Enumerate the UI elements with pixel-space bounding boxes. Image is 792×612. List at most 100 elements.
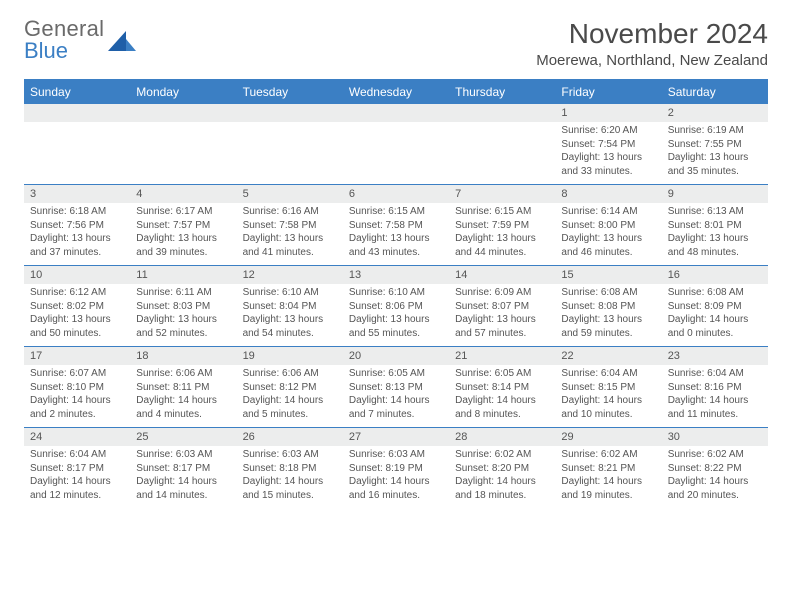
sunset-text: Sunset: 8:15 PM	[561, 381, 655, 395]
daylight-text: and 59 minutes.	[561, 327, 655, 341]
daylight-text: and 7 minutes.	[349, 408, 443, 422]
day-number	[237, 104, 343, 123]
daylight-text: and 20 minutes.	[668, 489, 762, 503]
daylight-text: and 14 minutes.	[136, 489, 230, 503]
daylight-text: and 8 minutes.	[455, 408, 549, 422]
sunrise-text: Sunrise: 6:06 AM	[243, 367, 337, 381]
sunrise-text: Sunrise: 6:07 AM	[30, 367, 124, 381]
sunrise-text: Sunrise: 6:17 AM	[136, 205, 230, 219]
sunset-text: Sunset: 8:08 PM	[561, 300, 655, 314]
day-cell: Sunrise: 6:03 AMSunset: 8:18 PMDaylight:…	[237, 446, 343, 508]
day-number-row: 12	[24, 104, 768, 123]
day-number: 16	[662, 266, 768, 285]
day-number: 15	[555, 266, 661, 285]
day-number: 8	[555, 185, 661, 204]
sunrise-text: Sunrise: 6:15 AM	[349, 205, 443, 219]
day-number: 20	[343, 347, 449, 366]
sunrise-text: Sunrise: 6:19 AM	[668, 124, 762, 138]
day-number: 5	[237, 185, 343, 204]
sunset-text: Sunset: 7:55 PM	[668, 138, 762, 152]
daylight-text: Daylight: 14 hours	[243, 394, 337, 408]
daylight-text: Daylight: 13 hours	[243, 313, 337, 327]
daylight-text: Daylight: 13 hours	[668, 151, 762, 165]
day-cell: Sunrise: 6:07 AMSunset: 8:10 PMDaylight:…	[24, 365, 130, 428]
day-cell: Sunrise: 6:05 AMSunset: 8:13 PMDaylight:…	[343, 365, 449, 428]
sunset-text: Sunset: 8:12 PM	[243, 381, 337, 395]
sunset-text: Sunset: 8:21 PM	[561, 462, 655, 476]
day-cell: Sunrise: 6:14 AMSunset: 8:00 PMDaylight:…	[555, 203, 661, 266]
sunset-text: Sunset: 8:09 PM	[668, 300, 762, 314]
daylight-text: and 54 minutes.	[243, 327, 337, 341]
day-cell: Sunrise: 6:03 AMSunset: 8:17 PMDaylight:…	[130, 446, 236, 508]
day-cell: Sunrise: 6:17 AMSunset: 7:57 PMDaylight:…	[130, 203, 236, 266]
day-number: 25	[130, 428, 236, 447]
daylight-text: Daylight: 13 hours	[455, 313, 549, 327]
month-title: November 2024	[536, 18, 768, 50]
title-block: November 2024 Moerewa, Northland, New Ze…	[536, 18, 768, 75]
sunrise-text: Sunrise: 6:08 AM	[668, 286, 762, 300]
daylight-text: and 18 minutes.	[455, 489, 549, 503]
sunrise-text: Sunrise: 6:02 AM	[455, 448, 549, 462]
day-number: 22	[555, 347, 661, 366]
sunset-text: Sunset: 8:13 PM	[349, 381, 443, 395]
sunset-text: Sunset: 8:20 PM	[455, 462, 549, 476]
daylight-text: Daylight: 14 hours	[561, 394, 655, 408]
day-number: 23	[662, 347, 768, 366]
daylight-text: Daylight: 14 hours	[136, 475, 230, 489]
daylight-text: and 44 minutes.	[455, 246, 549, 260]
sunrise-text: Sunrise: 6:03 AM	[136, 448, 230, 462]
daylight-text: Daylight: 13 hours	[561, 151, 655, 165]
sunrise-text: Sunrise: 6:14 AM	[561, 205, 655, 219]
day-header: Thursday	[449, 80, 555, 104]
sunset-text: Sunset: 8:07 PM	[455, 300, 549, 314]
daylight-text: Daylight: 14 hours	[455, 475, 549, 489]
daylight-text: and 5 minutes.	[243, 408, 337, 422]
sunrise-text: Sunrise: 6:05 AM	[349, 367, 443, 381]
daylight-text: and 48 minutes.	[668, 246, 762, 260]
daylight-text: Daylight: 14 hours	[349, 475, 443, 489]
day-number: 24	[24, 428, 130, 447]
day-header: Sunday	[24, 80, 130, 104]
sunset-text: Sunset: 8:00 PM	[561, 219, 655, 233]
daylight-text: Daylight: 13 hours	[243, 232, 337, 246]
sunset-text: Sunset: 7:57 PM	[136, 219, 230, 233]
day-cell: Sunrise: 6:02 AMSunset: 8:20 PMDaylight:…	[449, 446, 555, 508]
day-detail-row: Sunrise: 6:12 AMSunset: 8:02 PMDaylight:…	[24, 284, 768, 347]
day-cell: Sunrise: 6:10 AMSunset: 8:04 PMDaylight:…	[237, 284, 343, 347]
sunrise-text: Sunrise: 6:02 AM	[561, 448, 655, 462]
sunset-text: Sunset: 8:18 PM	[243, 462, 337, 476]
day-detail-row: Sunrise: 6:20 AMSunset: 7:54 PMDaylight:…	[24, 122, 768, 185]
day-cell: Sunrise: 6:15 AMSunset: 7:58 PMDaylight:…	[343, 203, 449, 266]
day-cell: Sunrise: 6:16 AMSunset: 7:58 PMDaylight:…	[237, 203, 343, 266]
sunrise-text: Sunrise: 6:12 AM	[30, 286, 124, 300]
daylight-text: Daylight: 13 hours	[349, 232, 443, 246]
daylight-text: Daylight: 13 hours	[30, 232, 124, 246]
sunset-text: Sunset: 8:11 PM	[136, 381, 230, 395]
day-number-row: 3456789	[24, 185, 768, 204]
day-number: 14	[449, 266, 555, 285]
day-header: Friday	[555, 80, 661, 104]
daylight-text: Daylight: 14 hours	[668, 475, 762, 489]
day-number: 9	[662, 185, 768, 204]
sunset-text: Sunset: 7:56 PM	[30, 219, 124, 233]
daylight-text: Daylight: 13 hours	[561, 313, 655, 327]
sunset-text: Sunset: 7:58 PM	[243, 219, 337, 233]
day-cell: Sunrise: 6:04 AMSunset: 8:16 PMDaylight:…	[662, 365, 768, 428]
sunrise-text: Sunrise: 6:09 AM	[455, 286, 549, 300]
day-cell	[24, 122, 130, 185]
daylight-text: and 33 minutes.	[561, 165, 655, 179]
sunrise-text: Sunrise: 6:08 AM	[561, 286, 655, 300]
day-cell: Sunrise: 6:02 AMSunset: 8:21 PMDaylight:…	[555, 446, 661, 508]
daylight-text: and 57 minutes.	[455, 327, 549, 341]
day-cell: Sunrise: 6:08 AMSunset: 8:09 PMDaylight:…	[662, 284, 768, 347]
sunrise-text: Sunrise: 6:13 AM	[668, 205, 762, 219]
sunset-text: Sunset: 8:19 PM	[349, 462, 443, 476]
daylight-text: and 43 minutes.	[349, 246, 443, 260]
daylight-text: Daylight: 14 hours	[561, 475, 655, 489]
sunrise-text: Sunrise: 6:11 AM	[136, 286, 230, 300]
day-cell: Sunrise: 6:13 AMSunset: 8:01 PMDaylight:…	[662, 203, 768, 266]
day-cell: Sunrise: 6:05 AMSunset: 8:14 PMDaylight:…	[449, 365, 555, 428]
day-cell: Sunrise: 6:10 AMSunset: 8:06 PMDaylight:…	[343, 284, 449, 347]
sunrise-text: Sunrise: 6:04 AM	[668, 367, 762, 381]
day-cell: Sunrise: 6:20 AMSunset: 7:54 PMDaylight:…	[555, 122, 661, 185]
